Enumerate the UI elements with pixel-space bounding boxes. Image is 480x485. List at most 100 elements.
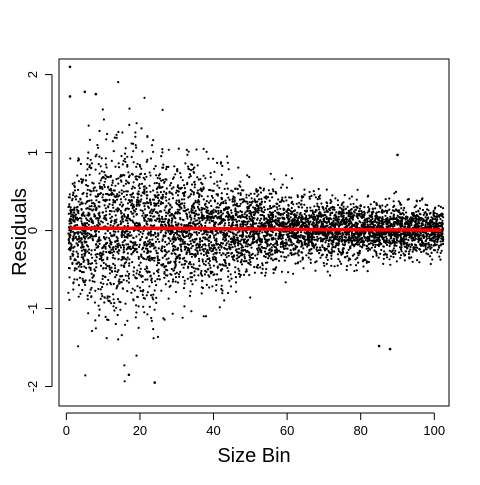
scatter-point	[167, 230, 170, 233]
scatter-point	[207, 231, 210, 234]
scatter-point	[101, 221, 104, 224]
scatter-point	[290, 177, 294, 180]
scatter-point	[326, 245, 330, 248]
scatter-point	[112, 254, 115, 257]
scatter-point	[197, 268, 200, 271]
scatter-point	[86, 207, 89, 210]
scatter-point	[252, 213, 255, 216]
scatter-point	[109, 217, 112, 220]
scatter-point	[271, 253, 274, 256]
scatter-point	[288, 196, 291, 199]
scatter-point	[252, 206, 255, 209]
scatter-point	[371, 207, 374, 210]
scatter-point	[131, 192, 135, 195]
scatter-point	[260, 217, 263, 220]
scatter-point	[72, 250, 75, 253]
scatter-point	[115, 208, 118, 211]
scatter-point	[251, 238, 255, 241]
scatter-point	[201, 219, 204, 222]
scatter-point	[123, 157, 126, 160]
scatter-point	[73, 278, 76, 281]
scatter-point	[331, 231, 334, 234]
scatter-point	[152, 244, 155, 247]
scatter-point	[290, 253, 293, 256]
scatter-point	[127, 234, 130, 237]
scatter-point	[193, 181, 196, 184]
scatter-point	[125, 190, 128, 193]
scatter-point	[152, 234, 155, 237]
scatter-point	[308, 190, 311, 194]
scatter-point	[301, 206, 304, 209]
scatter-point	[122, 278, 125, 281]
scatter-point	[304, 218, 307, 221]
scatter-point	[390, 236, 393, 239]
scatter-point	[351, 215, 354, 218]
scatter-point	[68, 298, 71, 301]
scatter-point	[249, 203, 252, 206]
scatter-point	[318, 252, 321, 255]
scatter-point	[233, 196, 236, 199]
scatter-point	[145, 237, 148, 240]
scatter-point	[307, 256, 310, 259]
scatter-point	[155, 249, 158, 252]
scatter-point	[88, 251, 91, 255]
scatter-point	[262, 214, 266, 218]
scatter-point	[108, 239, 111, 242]
scatter-point	[183, 282, 186, 285]
scatter-point	[206, 214, 209, 218]
scatter-point	[347, 233, 350, 236]
scatter-point	[102, 183, 106, 186]
scatter-point	[246, 202, 249, 205]
scatter-point	[131, 185, 134, 188]
scatter-point	[244, 215, 248, 218]
scatter-point	[128, 272, 131, 275]
scatter-point	[356, 231, 359, 234]
scatter-point	[170, 219, 174, 223]
scatter-point	[74, 213, 77, 216]
scatter-point	[183, 204, 186, 207]
scatter-point	[276, 251, 279, 254]
scatter-point	[168, 285, 171, 288]
scatter-point	[212, 258, 215, 261]
scatter-point	[160, 220, 163, 223]
scatter-point	[130, 172, 134, 175]
scatter-point	[136, 196, 139, 199]
scatter-point	[106, 132, 109, 136]
scatter-point	[84, 279, 87, 282]
scatter-point	[192, 202, 195, 205]
scatter-point	[291, 210, 294, 214]
scatter-point	[271, 216, 274, 219]
scatter-point	[281, 222, 284, 225]
scatter-point	[361, 214, 364, 217]
scatter-point	[161, 151, 164, 154]
scatter-point	[253, 198, 256, 201]
scatter-point	[120, 235, 123, 239]
scatter-point	[245, 250, 248, 254]
scatter-point	[124, 302, 127, 305]
scatter-point	[86, 232, 89, 235]
scatter-point	[207, 244, 210, 247]
scatter-point	[118, 166, 121, 169]
scatter-point	[378, 204, 381, 207]
scatter-point	[86, 250, 89, 253]
scatter-point	[282, 247, 285, 250]
scatter-point	[157, 204, 160, 207]
scatter-point	[377, 210, 380, 213]
scatter-point	[193, 207, 196, 210]
scatter-point	[107, 176, 110, 179]
scatter-point	[315, 238, 318, 241]
scatter-point	[296, 235, 299, 238]
scatter-point	[77, 212, 80, 215]
scatter-point	[137, 199, 140, 202]
scatter-point	[387, 231, 390, 234]
scatter-point	[369, 215, 373, 218]
scatter-point	[326, 230, 329, 234]
scatter-point	[226, 155, 229, 158]
scatter-point	[126, 202, 130, 205]
scatter-point	[328, 209, 331, 212]
scatter-point	[264, 224, 267, 228]
scatter-point	[234, 266, 237, 269]
scatter-point	[108, 272, 111, 275]
scatter-point	[97, 314, 101, 317]
scatter-point	[393, 192, 396, 195]
